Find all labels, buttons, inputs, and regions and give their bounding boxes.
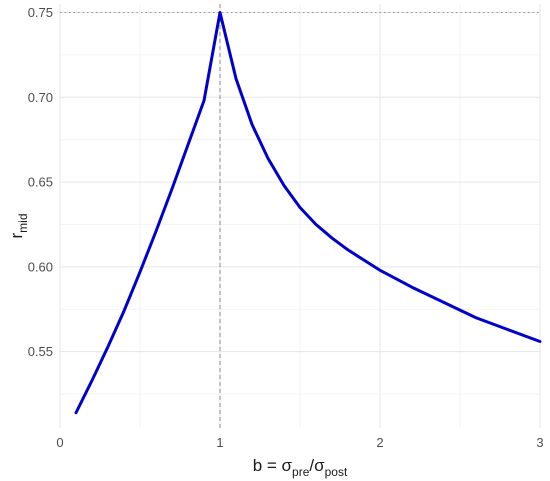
reference-lines	[60, 4, 540, 428]
x-tick-label: 0	[56, 435, 63, 450]
tick-labels: 0 1 2 3 0.55 0.60 0.65 0.70 0.75	[28, 5, 544, 450]
y-axis-title: rmid	[7, 213, 30, 238]
x-tick-label: 3	[536, 435, 543, 450]
x-axis-title: b = σpre/σpost	[253, 456, 348, 479]
series-layer	[74, 10, 542, 415]
y-tick-label: 0.75	[28, 5, 53, 20]
x-tick-label: 1	[216, 435, 223, 450]
y-tick-label: 0.65	[28, 175, 53, 190]
x-tick-label: 2	[376, 435, 383, 450]
y-tick-label: 0.55	[28, 344, 53, 359]
grid	[59, 4, 541, 428]
series-line	[74, 10, 542, 415]
y-tick-label: 0.70	[28, 90, 53, 105]
y-tick-label: 0.60	[28, 259, 53, 274]
